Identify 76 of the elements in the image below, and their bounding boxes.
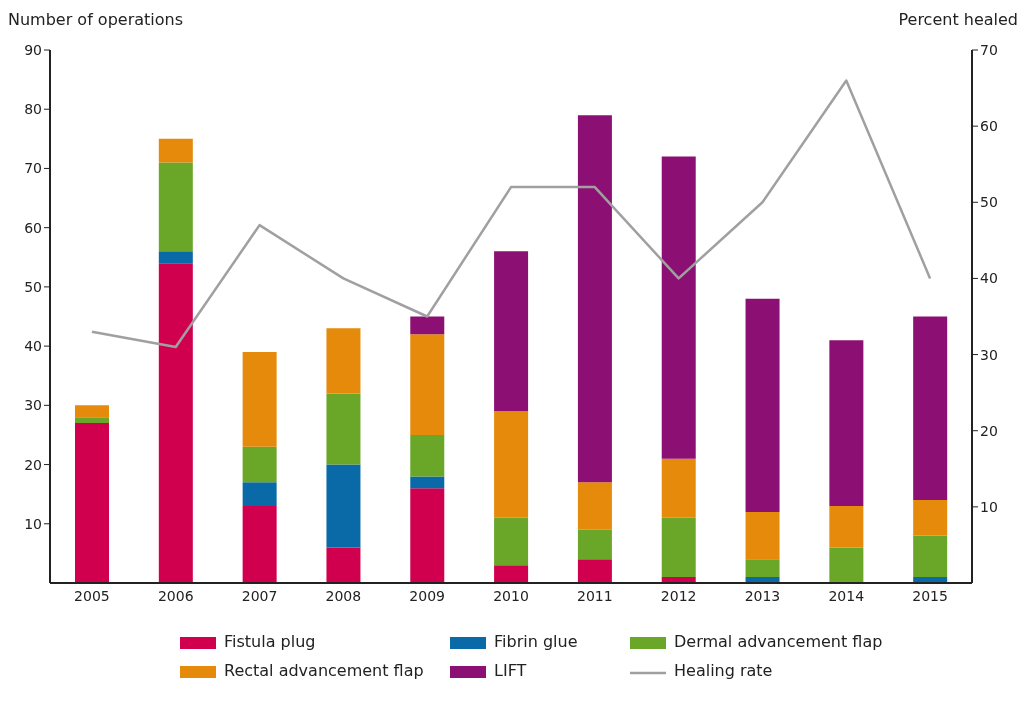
bar xyxy=(494,565,529,583)
bar xyxy=(745,511,780,560)
x-tick-label: 2010 xyxy=(493,587,529,604)
bar xyxy=(913,500,948,536)
bar xyxy=(410,476,445,489)
x-tick-label: 2013 xyxy=(744,587,781,604)
bar xyxy=(913,535,948,578)
y2-axis-title: Percent healed xyxy=(898,10,1018,29)
bar xyxy=(829,340,864,507)
y-axis-title: Number of operations xyxy=(8,10,184,29)
y-tick-label: 60 xyxy=(24,219,42,236)
legend-label: Fibrin glue xyxy=(494,632,578,651)
bar xyxy=(410,316,445,335)
y2-tick-label: 70 xyxy=(980,41,998,58)
bar xyxy=(577,482,612,530)
bar xyxy=(661,517,696,578)
x-tick-label: 2008 xyxy=(325,587,362,604)
x-tick-label: 2007 xyxy=(241,587,278,604)
legend-label: Dermal advancement flap xyxy=(674,632,883,651)
x-tick-label: 2009 xyxy=(409,587,445,604)
x-tick-label: 2011 xyxy=(577,587,613,604)
bar xyxy=(158,138,193,163)
x-tick-label: 2005 xyxy=(74,587,110,604)
bar xyxy=(494,251,529,412)
bar xyxy=(913,316,948,501)
bar xyxy=(494,411,529,518)
bar xyxy=(75,423,109,583)
y-tick-label: 90 xyxy=(24,41,42,58)
bar xyxy=(410,488,445,583)
bar xyxy=(158,162,193,252)
bar xyxy=(829,506,864,548)
line-series xyxy=(90,79,932,349)
bar xyxy=(242,446,277,483)
bar xyxy=(829,547,864,583)
x-tick-label: 2014 xyxy=(828,587,865,604)
legend-label: Fistula plug xyxy=(224,632,316,651)
x-tick-label: 2015 xyxy=(912,587,948,604)
legend-label: LIFT xyxy=(494,661,527,680)
y-tick-label: 70 xyxy=(24,160,42,177)
bar xyxy=(577,559,612,583)
y-tick-label: 80 xyxy=(24,101,42,118)
bar xyxy=(661,156,696,459)
y2-tick-label: 10 xyxy=(980,498,998,515)
y-tick-label: 50 xyxy=(24,278,42,295)
y2-tick-label: 20 xyxy=(980,422,998,439)
legend-label: Rectal advancement flap xyxy=(224,661,424,680)
bar xyxy=(242,482,277,507)
bar xyxy=(326,393,361,465)
bar xyxy=(326,328,361,394)
bar xyxy=(158,251,193,264)
bar xyxy=(158,263,193,583)
bar xyxy=(242,352,277,447)
y2-tick-label: 40 xyxy=(980,270,998,287)
y-tick-label: 40 xyxy=(24,338,42,355)
bar xyxy=(326,464,361,548)
y2-tick-label: 30 xyxy=(980,346,998,363)
bar xyxy=(745,298,780,512)
x-tick-label: 2006 xyxy=(157,587,194,604)
bar xyxy=(75,417,109,424)
bar xyxy=(242,506,277,583)
y-tick-label: 10 xyxy=(24,515,42,532)
bar xyxy=(661,458,696,518)
legend-label: Healing rate xyxy=(674,661,773,680)
bar xyxy=(326,547,361,583)
y2-tick-label: 50 xyxy=(980,194,998,211)
bar xyxy=(494,517,529,566)
bar xyxy=(745,559,780,578)
bar xyxy=(577,529,612,560)
bar xyxy=(410,434,445,477)
bar xyxy=(577,115,612,483)
bar xyxy=(75,405,109,418)
y-tick-label: 20 xyxy=(24,456,42,473)
y-tick-label: 30 xyxy=(24,397,42,414)
y2-tick-label: 60 xyxy=(980,118,998,135)
bar xyxy=(410,334,445,435)
x-tick-label: 2012 xyxy=(660,587,697,604)
